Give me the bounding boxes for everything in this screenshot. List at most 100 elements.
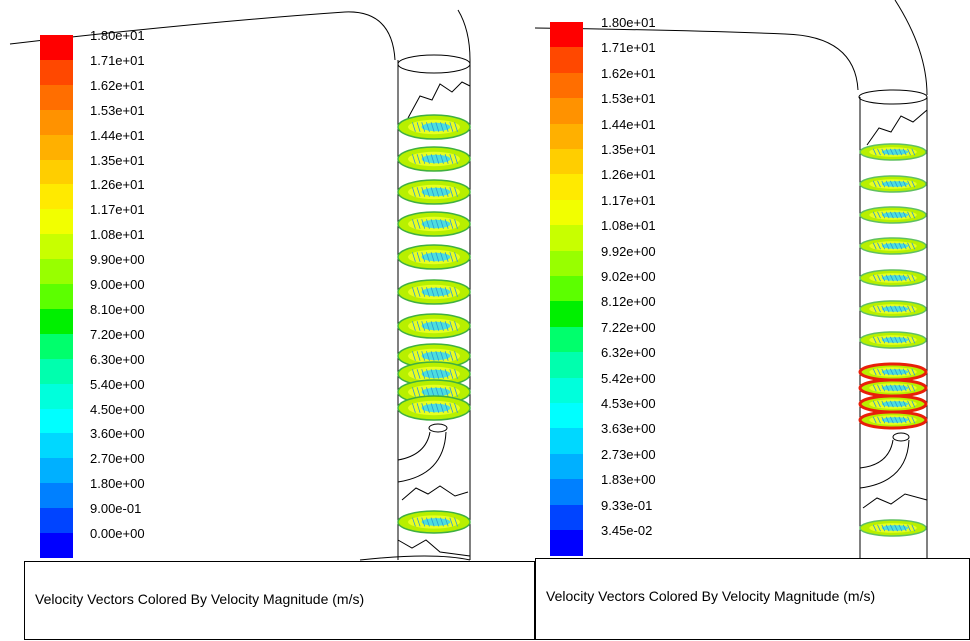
legend-swatch xyxy=(40,109,73,136)
legend-swatch xyxy=(550,479,583,506)
left-pipe-outline xyxy=(9,11,396,61)
legend-swatch xyxy=(40,458,73,484)
right-caption: Velocity Vectors Colored By Velocity Mag… xyxy=(546,588,876,604)
legend-swatch xyxy=(550,225,583,252)
legend-label: 8.12e+00 xyxy=(601,294,656,310)
legend-swatch xyxy=(550,123,583,150)
vector-disc xyxy=(397,279,471,305)
legend-label: 1.80e+00 xyxy=(90,476,145,492)
legend-swatch xyxy=(40,433,73,459)
left-caption: Velocity Vectors Colored By Velocity Mag… xyxy=(35,591,365,607)
legend-label: 1.35e+01 xyxy=(90,152,145,168)
legend-swatch xyxy=(550,301,583,328)
left-panel: 1.80e+01 1.71e+01 1.62e+01 1.53e+01 1.44e+01… xyxy=(9,9,535,640)
legend-label: 1.08e+01 xyxy=(90,227,145,243)
vector-disc xyxy=(397,114,471,140)
legend-swatch xyxy=(40,483,73,509)
vector-disc xyxy=(859,237,927,255)
right-panel: 1.80e+01 1.71e+01 1.62e+01 1.53e+01 1.44e+01… xyxy=(535,0,970,641)
legend-label: 3.60e+00 xyxy=(90,426,145,442)
legend-label: 8.10e+00 xyxy=(90,301,145,317)
legend-swatch xyxy=(40,84,73,111)
vector-disc xyxy=(397,395,471,421)
legend-swatch xyxy=(550,72,583,99)
vector-disc xyxy=(859,175,927,193)
legend-swatch xyxy=(550,276,583,302)
legend-swatch xyxy=(550,352,583,379)
legend-swatch xyxy=(40,284,73,310)
legend-swatch xyxy=(550,428,583,455)
legend-swatch xyxy=(40,383,73,409)
legend-label: 1.71e+01 xyxy=(601,40,656,56)
legend-swatch xyxy=(550,530,583,556)
vector-disc xyxy=(397,313,471,339)
legend-label: 1.44e+01 xyxy=(90,127,145,143)
legend-swatch xyxy=(550,199,583,226)
right-caption-box: Velocity Vectors Colored By Velocity Mag… xyxy=(535,558,970,640)
legend-label: 1.62e+01 xyxy=(601,65,656,81)
legend-swatch xyxy=(550,174,583,201)
legend-swatch xyxy=(40,408,73,434)
vector-disc xyxy=(858,378,928,398)
legend-label: 1.83e+00 xyxy=(601,472,656,488)
vector-disc xyxy=(858,394,928,414)
legend-label: 1.35e+01 xyxy=(601,142,656,157)
legend-label: 1.26e+01 xyxy=(601,167,656,183)
legend-swatch xyxy=(40,59,73,86)
vector-disc xyxy=(397,211,471,237)
legend-label: 9.00e-01 xyxy=(90,501,142,517)
legend-label: 7.22e+00 xyxy=(601,319,656,335)
right-column-top-ellipse xyxy=(858,89,928,105)
left-geometry xyxy=(9,9,471,561)
legend-label: 2.73e+00 xyxy=(601,446,656,462)
right-inlet-pipe xyxy=(859,439,910,489)
right-pipe-outline xyxy=(535,27,859,91)
legend-swatch xyxy=(40,533,73,559)
vector-disc xyxy=(397,510,471,534)
legend-swatch xyxy=(550,504,583,531)
legend-label: 1.71e+01 xyxy=(90,52,145,68)
legend-swatch xyxy=(550,22,583,48)
vector-disc xyxy=(397,361,471,387)
legend-swatch xyxy=(40,35,73,61)
legend-label: 9.90e+00 xyxy=(90,252,145,268)
legend-swatch xyxy=(40,134,73,160)
legend-swatch xyxy=(550,377,583,404)
vector-disc xyxy=(859,519,927,537)
vector-disc xyxy=(859,143,927,161)
legend-swatch xyxy=(550,403,583,429)
vector-disc xyxy=(859,331,927,349)
legend-label: 3.45e-02 xyxy=(601,523,653,538)
legend-label: 6.30e+00 xyxy=(90,351,145,367)
legend-label: 5.42e+00 xyxy=(601,370,656,386)
legend-label: 1.44e+01 xyxy=(601,116,656,132)
legend-label: 9.00e+00 xyxy=(90,277,145,292)
legend-label: 1.53e+01 xyxy=(601,91,656,107)
legend-label: 4.53e+00 xyxy=(601,396,656,411)
right-geometry xyxy=(535,0,928,560)
legend-label: 2.70e+00 xyxy=(90,451,145,467)
legend-swatch xyxy=(40,209,73,235)
legend-swatch xyxy=(550,453,583,480)
legend-label: 0.00e+00 xyxy=(90,526,145,541)
legend-swatch xyxy=(550,98,583,125)
legend-label: 6.32e+00 xyxy=(601,345,656,361)
legend-swatch xyxy=(40,234,73,260)
legend-label: 1.08e+01 xyxy=(601,218,656,234)
legend-label: 7.20e+00 xyxy=(90,326,145,342)
left-inlet-pipe xyxy=(397,431,447,483)
legend-label: 9.92e+00 xyxy=(601,243,656,259)
legend-swatch xyxy=(40,184,73,210)
vector-disc xyxy=(397,244,471,270)
left-caption-box: Velocity Vectors Colored By Velocity Mag… xyxy=(24,561,535,640)
legend-label: 1.53e+01 xyxy=(90,102,145,118)
vector-disc xyxy=(397,146,471,172)
legend-swatch xyxy=(550,47,583,74)
vector-disc xyxy=(397,179,471,205)
legend-label: 1.80e+01 xyxy=(601,15,656,30)
legend-label: 1.17e+01 xyxy=(90,202,145,218)
legend-label: 4.50e+00 xyxy=(90,401,145,417)
legend-label: 5.40e+00 xyxy=(90,376,145,392)
legend-swatch xyxy=(40,333,73,360)
legend-swatch xyxy=(40,358,73,385)
